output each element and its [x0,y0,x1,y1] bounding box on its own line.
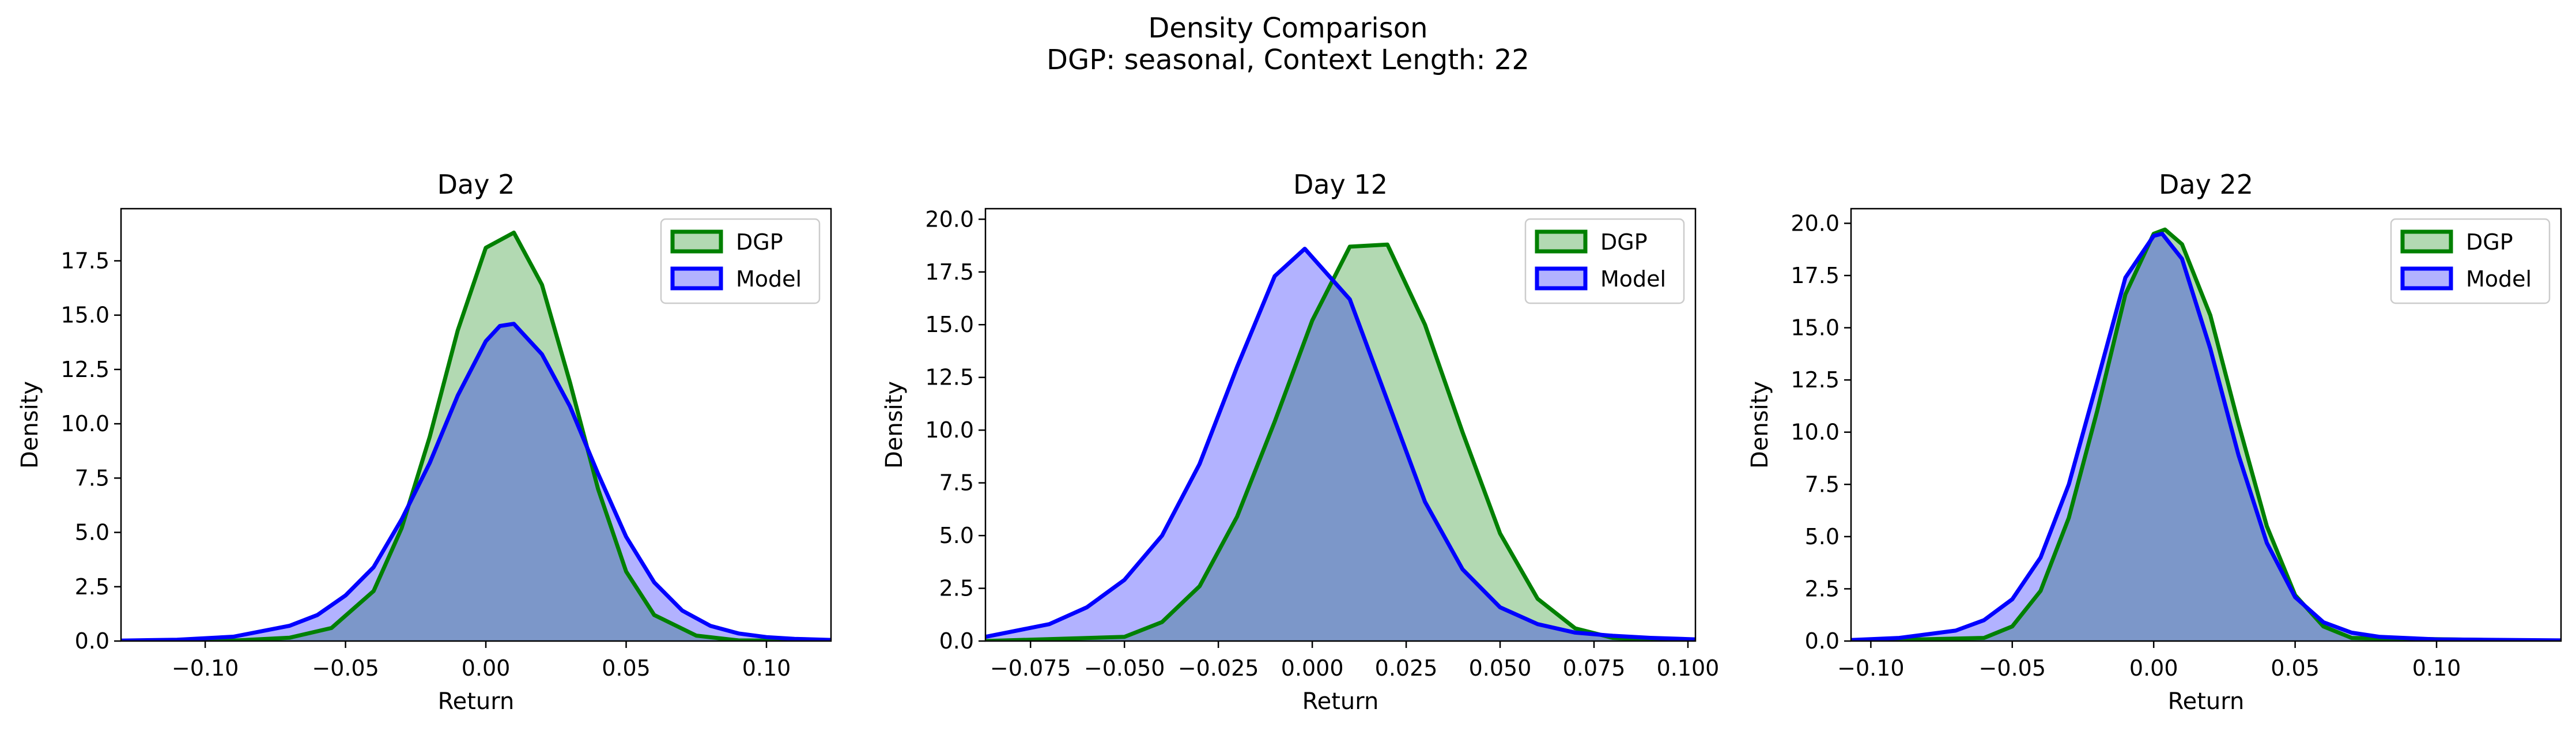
legend-dgp-swatch [670,229,723,254]
legend: DGP Model [660,218,821,304]
axes-frame [984,208,1697,642]
y-tick-label: 20.0 [925,206,974,232]
y-tick-label: 15.0 [1791,315,1840,341]
panel-title: Day 12 [1293,169,1388,200]
model-density-area [1851,233,2561,641]
x-tick-label: −0.10 [1837,655,1904,681]
legend-model-swatch [670,266,723,291]
x-tick-label: 0.05 [602,655,651,681]
legend-dgp-label: DGP [1600,229,1648,255]
x-tick-label: 0.100 [1657,655,1720,681]
plot-area [985,242,1695,641]
legend: DGP Model [2390,218,2551,304]
model-density-area [121,323,831,641]
axes-frame [1850,208,2562,642]
model-density-area [985,248,1695,641]
y-tick-label: 15.0 [925,312,974,337]
x-axis-label: Return [438,688,515,715]
chart-panels: −0.10 −0.05 0.00 0.05 0.10 0.0 2.5 5.0 7.5 10.0 12… [17,169,2562,715]
y-axis-label: Density [17,381,43,469]
y-tick-label: 10.0 [61,411,109,436]
legend-model-label: Model [1600,266,1666,292]
plot-area [121,231,831,641]
model-density-line [1851,232,2561,641]
x-tick-label: 0.10 [2412,655,2461,681]
y-tick-label: 10.0 [925,417,974,443]
x-axis-label: Return [2168,688,2245,715]
dgp-density-line [121,231,831,641]
x-tick-label: 0.025 [1375,655,1438,681]
figure-subtitle: DGP: seasonal, Context Length: 22 [1047,44,1529,76]
x-tick-label: −0.10 [172,655,239,681]
y-tick-label: 5.0 [75,520,109,545]
y-tick-label: 2.5 [1805,576,1840,601]
legend-model-swatch [1535,266,1588,291]
legend-dgp-label: DGP [2466,229,2513,255]
legend-box [660,218,821,304]
x-tick-label: 0.00 [462,655,511,681]
model-density-line [121,322,831,641]
panel-title: Day 22 [2159,169,2253,200]
x-tick-label: −0.025 [1178,655,1259,681]
legend-model-swatch [2400,266,2453,291]
x-tick-label: −0.05 [1979,655,2046,681]
y-tick-label: 17.5 [61,248,109,273]
legend-dgp-swatch [1535,229,1588,254]
dgp-density-area [121,232,831,641]
x-tick-label: 0.00 [2129,655,2178,681]
y-tick-label: 2.5 [75,574,109,600]
legend-model-label: Model [736,266,802,292]
y-tick-label: 12.5 [925,365,974,390]
chart-panel: −0.075 −0.050 −0.025 0.000 0.025 0.050 0.075 0.… [881,169,1719,715]
y-axis-label: Density [881,381,908,469]
axes-frame [120,208,832,642]
y-axis-label: Density [1747,381,1773,469]
y-tick-label: 12.5 [61,357,109,382]
legend-box [2390,218,2551,304]
y-tick-label: 0.0 [75,628,109,654]
dgp-density-line [985,242,1695,641]
legend: DGP Model [1524,218,1685,304]
y-tick-label: 12.5 [1791,367,1840,393]
y-tick-label: 7.5 [939,470,974,496]
x-tick-label: 0.000 [1281,655,1344,681]
y-tick-label: 17.5 [1791,263,1840,288]
y-tick-label: 5.0 [939,523,974,548]
legend-model-label: Model [2466,266,2532,292]
figure-title: Density Comparison [1148,12,1427,44]
y-tick-label: 15.0 [61,303,109,328]
x-tick-label: 0.075 [1563,655,1626,681]
y-tick-label: 2.5 [939,576,974,601]
chart-panel: −0.10 −0.05 0.00 0.05 0.10 0.0 2.5 5.0 7.5 10.0 12… [17,169,832,715]
y-tick-label: 7.5 [1805,472,1840,497]
model-density-line [985,247,1695,641]
y-tick-label: 0.0 [1805,628,1840,654]
y-tick-label: 7.5 [75,465,109,491]
x-tick-label: −0.050 [1084,655,1165,681]
legend-dgp-label: DGP [736,229,783,255]
dgp-density-area [1851,229,2561,641]
plot-area [1851,227,2561,641]
y-tick-label: 0.0 [939,628,974,654]
y-tick-label: 10.0 [1791,420,1840,445]
legend-dgp-swatch [2400,229,2453,254]
x-tick-label: 0.05 [2271,655,2320,681]
panel-title: Day 2 [437,169,515,200]
x-tick-label: 0.10 [742,655,791,681]
legend-box [1524,218,1685,304]
x-tick-label: −0.075 [990,655,1071,681]
x-axis-label: Return [1302,688,1379,715]
y-tick-label: 17.5 [925,259,974,285]
x-tick-label: −0.05 [312,655,379,681]
x-tick-label: 0.050 [1469,655,1532,681]
dgp-density-area [985,244,1695,641]
y-tick-label: 20.0 [1791,210,1840,236]
y-tick-label: 5.0 [1805,524,1840,549]
chart-panel: −0.10 −0.05 0.00 0.05 0.10 0.0 2.5 5.0 7.5 10.0 12… [1747,169,2562,715]
